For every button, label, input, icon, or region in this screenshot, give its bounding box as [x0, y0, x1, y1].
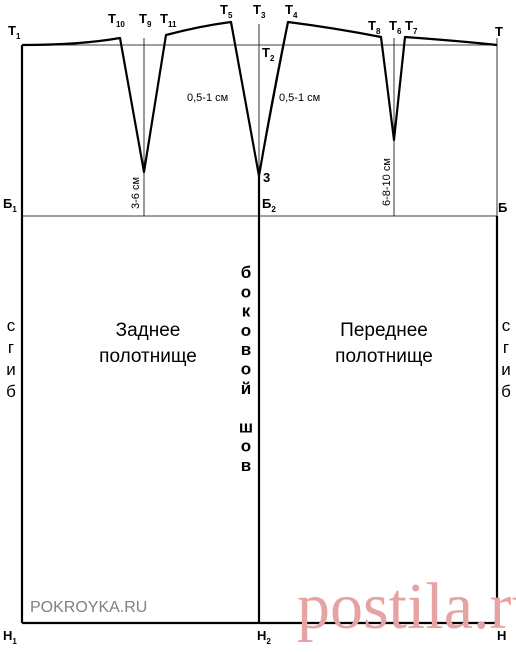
site-watermark: POKROYKA.RU — [30, 599, 147, 616]
label-T4: Т4 — [285, 2, 298, 20]
fold-left-letter: б — [6, 382, 16, 401]
label-T1: Т1 — [8, 23, 21, 41]
fold-right-letter: г — [503, 338, 509, 357]
dim-side-left: 0,5-1 см — [187, 92, 228, 104]
label-point-3: 3 — [263, 170, 270, 185]
back-panel-title-line2: полотнище — [99, 346, 197, 367]
side-seam-letter: б — [241, 263, 252, 282]
fold-right-letter: с — [502, 316, 511, 335]
label-T11: Т11 — [160, 11, 177, 29]
side-seam-letter: в — [241, 340, 251, 359]
side-seam-letter: й — [241, 379, 251, 398]
label-B2: Б2 — [262, 196, 276, 214]
front-panel-title-line1: Переднее — [340, 320, 428, 341]
label-T8: Т8 — [368, 18, 381, 36]
label-T6: Т6 — [389, 18, 402, 36]
label-H1: Н1 — [3, 628, 17, 646]
side-seam-letter: о — [241, 437, 251, 456]
side-seam-letter: о — [241, 321, 251, 340]
label-T7: Т7 — [405, 18, 418, 36]
panel-names: Заднее полотнище Переднее полотнище — [99, 320, 433, 367]
back-waist-curve — [21, 20, 261, 177]
front-panel-title-line2: полотнище — [335, 346, 433, 367]
side-seam-letter: о — [241, 282, 251, 301]
side-seam-letter: к — [242, 302, 251, 321]
label-B: Б — [498, 200, 507, 215]
front-waist-curve — [257, 20, 498, 177]
label-B1: Б1 — [3, 196, 17, 214]
side-seam-letter: о — [241, 360, 251, 379]
pattern-outline — [20, 20, 499, 625]
fold-left-letter: и — [6, 360, 16, 379]
postila-logo-text: postila.ru — [297, 570, 516, 643]
fold-right-letter: и — [501, 360, 511, 379]
label-H: Н — [497, 628, 506, 643]
dim-front-dart-depth: 6-8-10 см — [381, 158, 393, 206]
fold-left-letter: с — [7, 316, 16, 335]
fold-right-letter: б — [501, 382, 511, 401]
label-T9: Т9 — [139, 11, 152, 29]
back-panel-title-line1: Заднее — [116, 320, 181, 341]
label-T5: Т5 — [220, 2, 233, 20]
dimension-labels: 0,5-1 см 0,5-1 см 3-6 см 6-8-10 см — [130, 92, 393, 209]
label-T2: Т2 — [262, 45, 275, 63]
side-seam-letter: в — [241, 456, 251, 475]
dim-side-right: 0,5-1 см — [279, 92, 320, 104]
postila-logo: postila.ru — [297, 570, 516, 643]
label-T: Т — [495, 24, 503, 39]
label-T10: Т10 — [108, 11, 125, 29]
label-T3: Т3 — [253, 2, 266, 20]
side-seam-letter: ш — [239, 417, 253, 436]
point-labels: Т1 Т10 Т9 Т11 Т5 Т3 Т4 Т2 Т8 Т6 Т7 Т Б1 … — [3, 2, 507, 646]
dim-back-dart-depth: 3-6 см — [130, 177, 142, 209]
label-H2: Н2 — [257, 628, 271, 646]
fold-left-letter: г — [8, 338, 14, 357]
